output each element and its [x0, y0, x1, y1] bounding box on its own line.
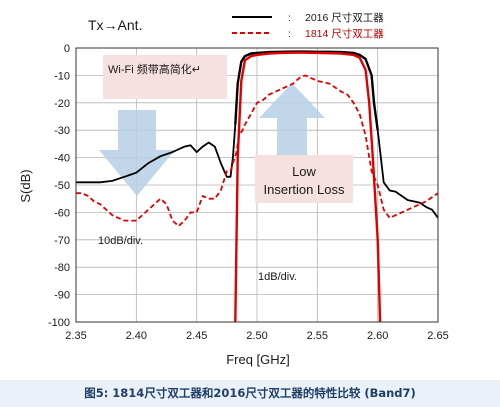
x-tick-label: 2.55: [307, 330, 328, 342]
legend-colon-2: :: [288, 29, 291, 40]
scale-label-left: 10dB/div.: [98, 235, 143, 247]
x-tick-label: 2.60: [367, 330, 388, 342]
insertion-loss-line1: Low: [292, 164, 316, 179]
tick-labels: 2.35 2.40 2.45 2.50 2.55 2.60 2.65 0 -10 -20 -30 -4…: [48, 43, 449, 342]
figure-caption: 图5: 1814尺寸双工器和2016尺寸双工器的特性比较 (Band7): [84, 386, 416, 400]
wifi-annotation-text: Wi-Fi 频带高简化↵: [108, 62, 201, 76]
down-arrow-shape: [99, 110, 175, 196]
series-line-2-attenuation: [376, 130, 439, 219]
series-line-4-passband: [234, 51, 382, 323]
y-tick-label: -100: [48, 317, 70, 329]
y-tick-label: -20: [54, 98, 70, 110]
x-tick-label: 2.35: [65, 330, 86, 342]
y-tick-label: 0: [64, 43, 70, 55]
up-arrow-shape: [259, 83, 325, 170]
scale-label-right: 1dB/div.: [258, 271, 297, 283]
y-tick-label: -10: [54, 70, 70, 82]
x-axis-label: Freq [GHz]: [226, 352, 290, 367]
caption-band: [0, 380, 500, 407]
legend-label-1814: 1814 尺寸双工器: [305, 27, 384, 40]
y-tick-label: -30: [54, 125, 70, 137]
wifi-annotation-box: [103, 55, 227, 99]
corner-label: Tx→Ant.: [88, 17, 142, 33]
chart-background: [0, 0, 500, 380]
y-tick-label: -60: [54, 207, 70, 219]
legend-colon-1: :: [288, 13, 291, 24]
y-axis-label: S(dB): [18, 169, 33, 202]
x-tick-label: 2.50: [246, 330, 267, 342]
insertion-loss-box: [255, 155, 353, 203]
y-tick-label: -40: [54, 153, 70, 165]
x-tick-label: 2.40: [126, 330, 147, 342]
plot-frame: [75, 47, 439, 323]
legend-label-2016: 2016 尺寸双工器: [305, 11, 384, 24]
y-tick-label: -80: [54, 262, 70, 274]
y-tick-label: -50: [54, 180, 70, 192]
decorative-arrows: [99, 83, 325, 196]
y-tick-label: -70: [54, 235, 70, 247]
series-group: [76, 50, 439, 323]
x-tick-label: 2.65: [427, 330, 448, 342]
insertion-loss-line2: Insertion Loss: [264, 182, 345, 197]
x-tick-label: 2.45: [186, 330, 207, 342]
y-tick-label: -90: [54, 290, 70, 302]
legend: : 2016 尺寸双工器 : 1814 尺寸双工器: [232, 11, 384, 40]
